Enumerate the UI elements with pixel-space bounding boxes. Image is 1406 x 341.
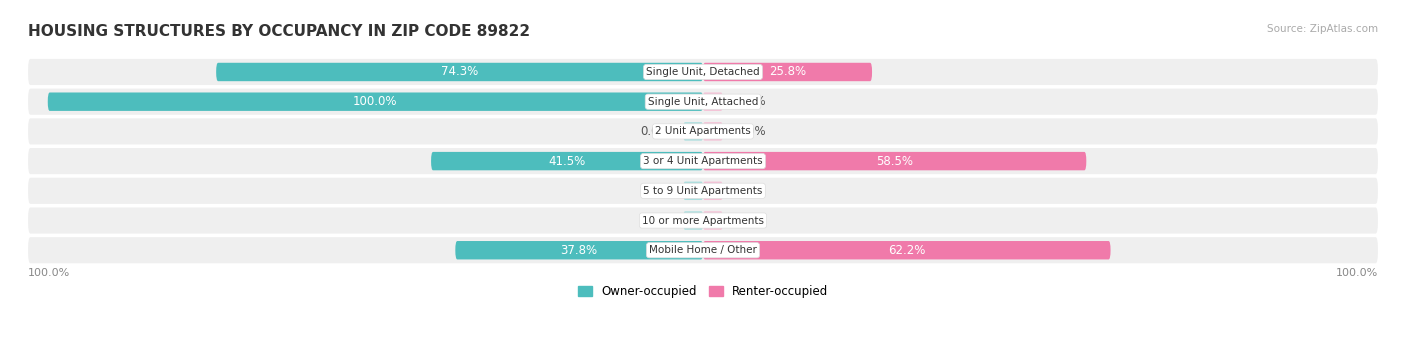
FancyBboxPatch shape: [432, 152, 703, 170]
Text: Source: ZipAtlas.com: Source: ZipAtlas.com: [1267, 24, 1378, 34]
Text: 41.5%: 41.5%: [548, 154, 586, 168]
FancyBboxPatch shape: [28, 118, 1378, 145]
FancyBboxPatch shape: [28, 178, 1378, 204]
FancyBboxPatch shape: [28, 89, 1378, 115]
FancyBboxPatch shape: [703, 182, 723, 200]
Text: 37.8%: 37.8%: [561, 244, 598, 257]
Text: 100.0%: 100.0%: [28, 267, 70, 278]
FancyBboxPatch shape: [217, 63, 703, 81]
FancyBboxPatch shape: [703, 211, 723, 230]
Text: 74.3%: 74.3%: [441, 65, 478, 78]
Text: Single Unit, Detached: Single Unit, Detached: [647, 67, 759, 77]
FancyBboxPatch shape: [683, 211, 703, 230]
Text: 0.0%: 0.0%: [735, 125, 765, 138]
FancyBboxPatch shape: [28, 148, 1378, 174]
Text: 0.0%: 0.0%: [641, 125, 671, 138]
Text: 62.2%: 62.2%: [889, 244, 925, 257]
Text: 10 or more Apartments: 10 or more Apartments: [643, 216, 763, 225]
Legend: Owner-occupied, Renter-occupied: Owner-occupied, Renter-occupied: [572, 280, 834, 302]
Text: 25.8%: 25.8%: [769, 65, 806, 78]
Text: 100.0%: 100.0%: [353, 95, 398, 108]
Text: 0.0%: 0.0%: [735, 184, 765, 197]
Text: Mobile Home / Other: Mobile Home / Other: [650, 245, 756, 255]
Text: HOUSING STRUCTURES BY OCCUPANCY IN ZIP CODE 89822: HOUSING STRUCTURES BY OCCUPANCY IN ZIP C…: [28, 24, 530, 39]
FancyBboxPatch shape: [48, 92, 703, 111]
Text: 5 to 9 Unit Apartments: 5 to 9 Unit Apartments: [644, 186, 762, 196]
Text: 0.0%: 0.0%: [735, 214, 765, 227]
FancyBboxPatch shape: [28, 207, 1378, 234]
Text: 0.0%: 0.0%: [641, 214, 671, 227]
FancyBboxPatch shape: [703, 241, 1111, 260]
Text: Single Unit, Attached: Single Unit, Attached: [648, 97, 758, 107]
FancyBboxPatch shape: [703, 92, 723, 111]
Text: 58.5%: 58.5%: [876, 154, 912, 168]
FancyBboxPatch shape: [683, 122, 703, 140]
FancyBboxPatch shape: [703, 63, 872, 81]
FancyBboxPatch shape: [703, 152, 1087, 170]
Text: 100.0%: 100.0%: [1336, 267, 1378, 278]
Text: 2 Unit Apartments: 2 Unit Apartments: [655, 127, 751, 136]
Text: 0.0%: 0.0%: [735, 95, 765, 108]
Text: 0.0%: 0.0%: [641, 184, 671, 197]
FancyBboxPatch shape: [683, 182, 703, 200]
Text: 3 or 4 Unit Apartments: 3 or 4 Unit Apartments: [643, 156, 763, 166]
FancyBboxPatch shape: [28, 59, 1378, 85]
FancyBboxPatch shape: [703, 122, 723, 140]
FancyBboxPatch shape: [456, 241, 703, 260]
FancyBboxPatch shape: [28, 237, 1378, 263]
